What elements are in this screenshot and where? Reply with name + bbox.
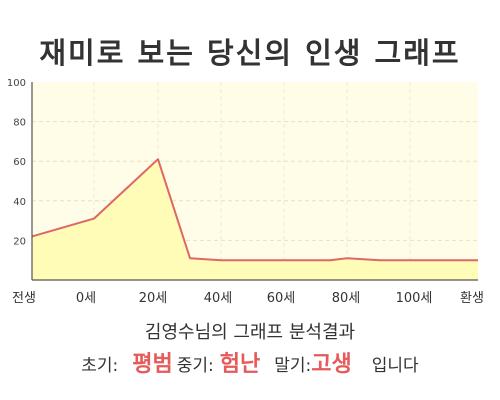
y-tick-label: 100 [7, 78, 26, 89]
result-ending: 입니다 [371, 356, 419, 376]
plot-area [31, 82, 478, 281]
x-tick-label: 80세 [332, 291, 361, 306]
x-tick-label: 전생 [12, 291, 36, 306]
x-axis-ticks: 전생 0세 20세 40세 60세 80세 100세 환생 [12, 291, 484, 306]
analysis-summary: 김영수님의 그래프 분석결과 [144, 322, 356, 343]
mid-stage-value: 험난 [219, 352, 261, 377]
late-stage-label: 말기: [274, 356, 312, 376]
analysis-result: 초기: 평범 중기: 험난 말기:고생 입니다 [0, 346, 500, 378]
y-axis-ticks: 20 40 60 80 100 [7, 78, 26, 247]
x-tick-label: 20세 [139, 291, 168, 306]
late-stage-value: 고생 [311, 352, 352, 377]
mid-stage-label: 중기: [176, 356, 214, 376]
y-tick-label: 20 [13, 236, 26, 247]
page-title: 재미로 보는 당신의 인생 그래프 [39, 36, 461, 70]
x-tick-label: 40세 [204, 291, 233, 306]
y-tick-label: 40 [13, 197, 26, 208]
early-stage-label: 초기: [81, 356, 119, 376]
x-tick-label: 100세 [396, 291, 433, 306]
x-tick-label: 환생 [460, 291, 484, 306]
y-tick-label: 60 [13, 157, 26, 168]
life-area-fill [32, 159, 478, 280]
x-tick-label: 0세 [76, 291, 96, 306]
life-graph-chart: 20 40 60 80 100 전생 0세 20세 40세 60세 80세 100세 환생 [7, 78, 484, 306]
early-stage-value: 평범 [132, 352, 173, 377]
y-tick-label: 80 [13, 118, 26, 129]
x-tick-label: 60세 [267, 291, 296, 306]
life-series-line [31, 158, 478, 262]
